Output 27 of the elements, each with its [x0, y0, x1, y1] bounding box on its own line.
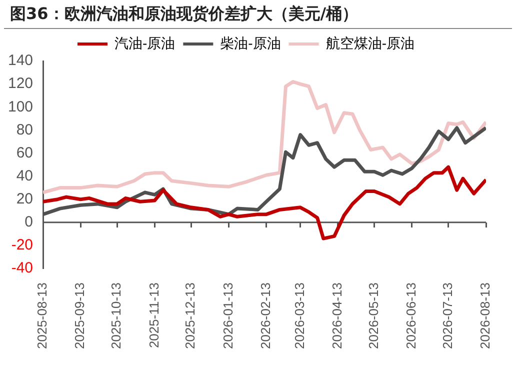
y-tick-label: 60 [16, 144, 34, 162]
y-tick-label: 120 [8, 75, 34, 92]
y-tick-label: 100 [8, 98, 34, 116]
y-tick-label: 80 [16, 121, 34, 138]
x-tick-label: 2026-07-13 [440, 282, 455, 349]
x-tick-label: 2026-03-13 [292, 282, 307, 349]
x-tick-label: 2025-11-13 [146, 282, 162, 348]
x-tick-label: 2026-08-13 [478, 282, 493, 349]
x-tick-label: 2025-08-13 [34, 282, 50, 349]
x-tick-label: 2025-12-13 [182, 282, 198, 349]
x-tick-label: 2026-02-13 [258, 282, 273, 349]
y-tick-label: -40 [11, 260, 34, 277]
y-tick-label: 0 [24, 214, 34, 231]
x-tick-label: 2026-06-13 [404, 282, 419, 349]
x-tick-label: 2026-01-13 [220, 282, 236, 349]
y-tick-label: 140 [8, 52, 34, 70]
y-tick-label: 20 [16, 190, 34, 208]
x-tick-label: 2025-10-13 [108, 282, 124, 349]
legend-label: 航空煤油-原油 [326, 34, 415, 51]
chart-title: 图36：欧洲汽油和原油现货价差扩大（美元/桶） [4, 0, 512, 29]
y-tick-label: -20 [11, 236, 34, 254]
legend-label: 汽油-原油 [114, 34, 176, 51]
x-tick-label: 2026-05-13 [366, 282, 381, 349]
legend-label: 柴油-原油 [220, 34, 281, 51]
x-tick-label: 2025-09-13 [72, 282, 88, 349]
y-tick-label: 40 [16, 167, 34, 184]
x-tick-label: 2026-04-13 [330, 282, 345, 349]
